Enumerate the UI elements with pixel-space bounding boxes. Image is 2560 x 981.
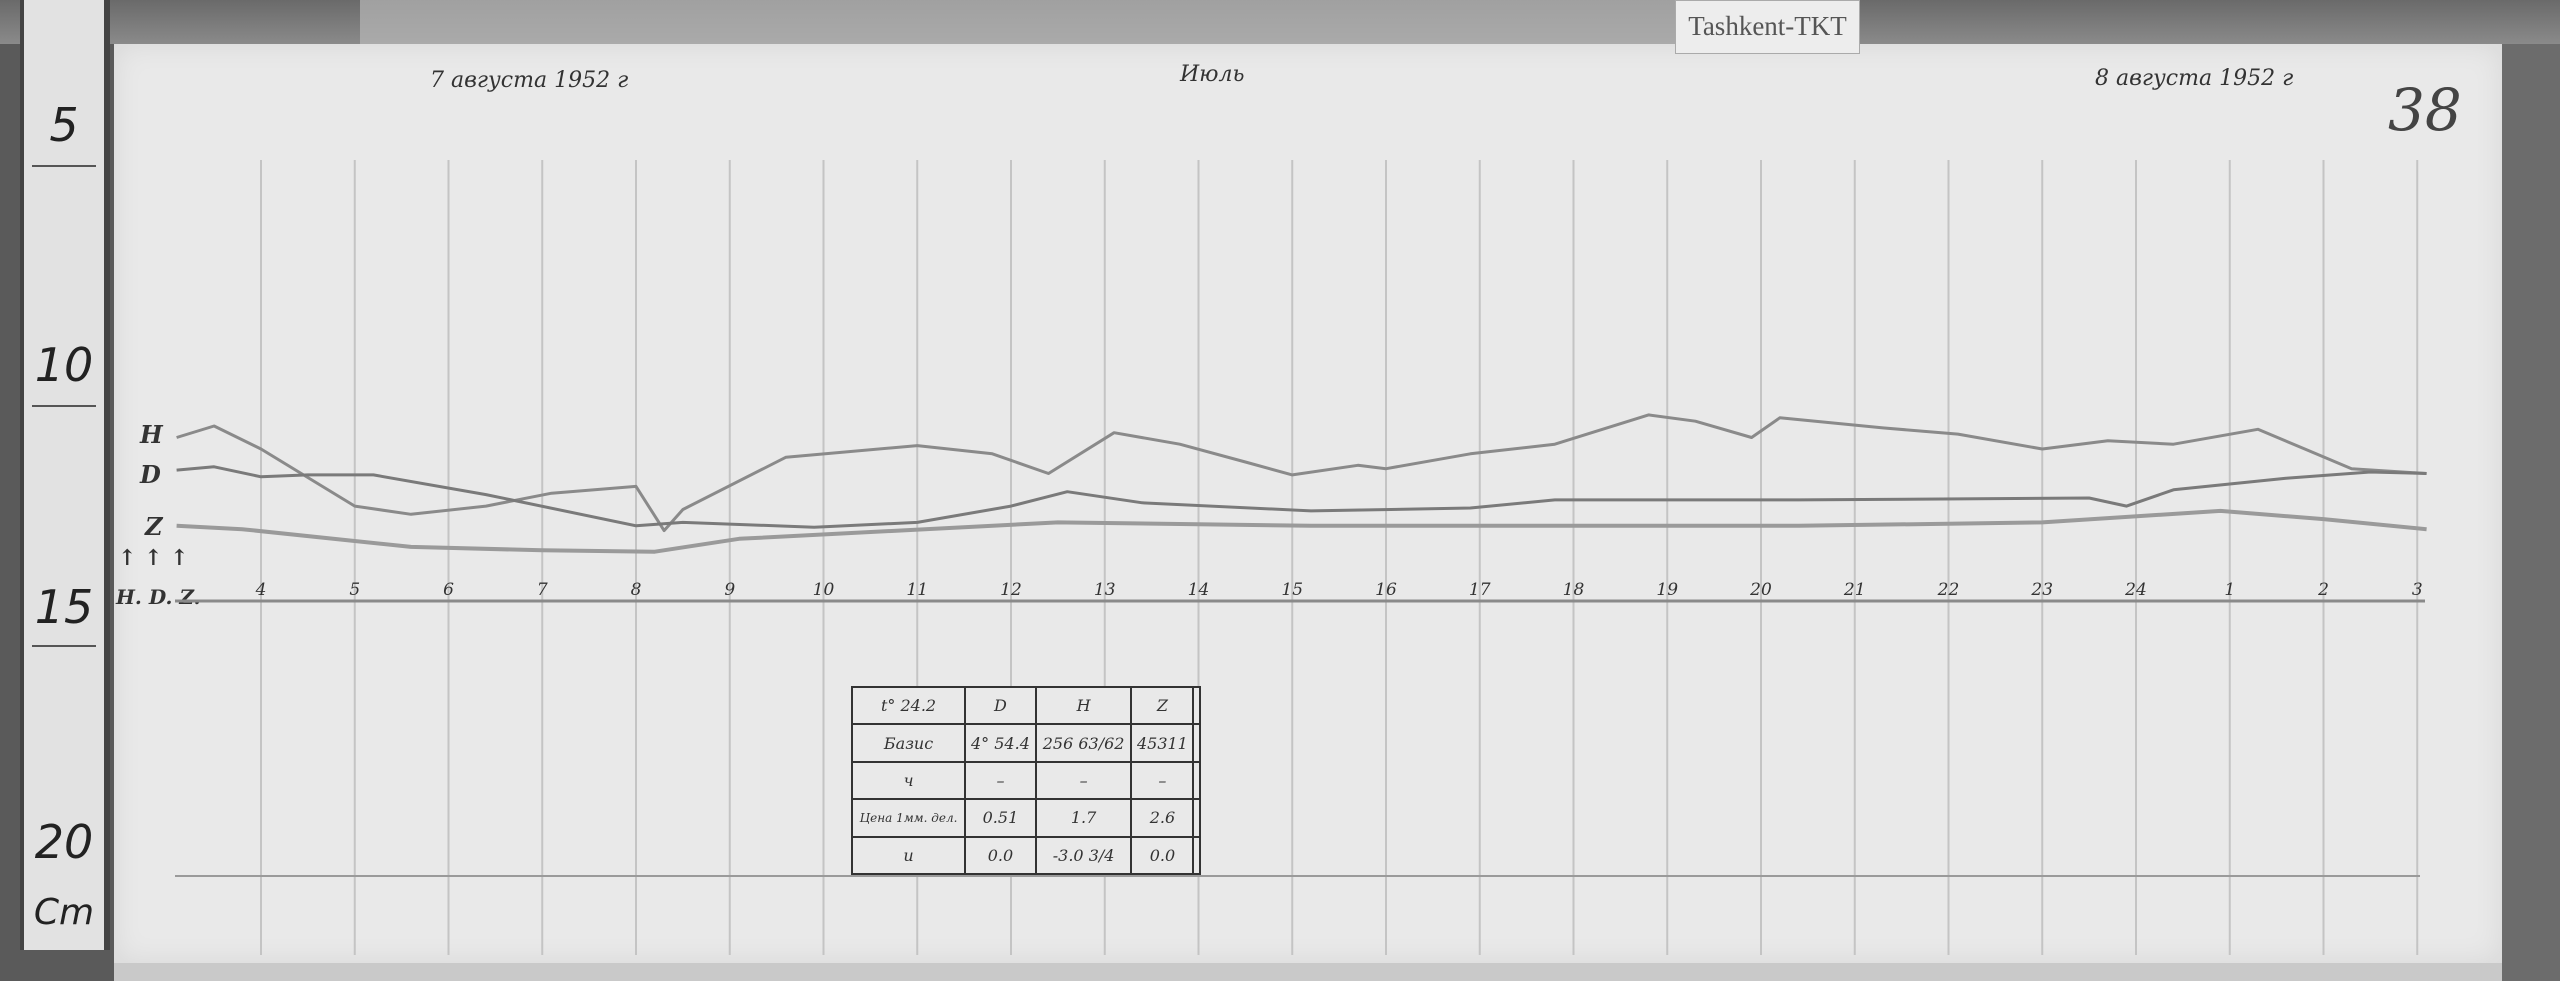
scanner-frame-bottom	[114, 963, 2502, 981]
trace-d	[176, 465, 2427, 529]
table-cell: –	[964, 760, 1037, 801]
station-label: Tashkent-TKT	[1675, 0, 1860, 54]
hour-tick-label: 21	[1843, 580, 1866, 600]
table-cell: 4° 54.4	[964, 723, 1037, 763]
table-cell	[1192, 798, 1201, 838]
ruler-tick	[32, 645, 96, 647]
hour-tick-label: 24	[2124, 580, 2147, 600]
ruler-tick	[32, 165, 96, 167]
table-cell: D	[964, 685, 1037, 726]
ruler-mark: 15	[34, 580, 94, 634]
baseline-arrows: ↑ ↑ ↑	[118, 545, 189, 571]
trace-h	[176, 413, 2427, 533]
cm-ruler: 5 10 15 20 Cm	[20, 0, 110, 950]
table-cell: t° 24.2	[850, 685, 967, 726]
table-cell: Z	[1130, 685, 1195, 726]
table-cell	[1192, 685, 1201, 726]
table-row: ч – – –	[850, 760, 1201, 801]
ruler-tick	[32, 405, 96, 407]
hour-tick-label: 22	[1937, 580, 1960, 600]
hour-tick-label: 16	[1375, 580, 1397, 600]
hour-tick-label: 19	[1656, 580, 1678, 600]
table-cell: H	[1034, 685, 1133, 726]
hour-tick-label: 8	[631, 580, 642, 600]
hour-tick-label: 11	[906, 580, 928, 600]
hour-tick-label: 17	[1469, 580, 1491, 600]
ruler-mark: 10	[34, 338, 94, 392]
table-cell: и	[850, 835, 967, 876]
hour-tick-label: 4	[255, 580, 267, 600]
hour-tick-label: 3	[2412, 580, 2423, 600]
hour-tick-label: 6	[443, 580, 454, 600]
center-note: Июль	[1180, 62, 1245, 87]
table-cell: –	[1034, 760, 1133, 801]
hour-tick-label: 5	[349, 580, 360, 600]
table-cell: 0.51	[964, 798, 1037, 838]
table-cell: -3.0 3/4	[1034, 835, 1133, 876]
table-cell: 2.6	[1130, 798, 1195, 838]
table-cell: Цена 1мм. дел.	[850, 798, 967, 838]
hour-tick-label: 1	[2224, 580, 2235, 600]
hour-tick-label: 15	[1281, 580, 1303, 600]
table-cell: 0.0	[1130, 835, 1195, 876]
hour-tick-label: 2	[2317, 580, 2329, 600]
hour-tick-label: 9	[724, 580, 735, 600]
hour-tick-label: 7	[537, 580, 548, 600]
hour-tick-label: 13	[1094, 580, 1116, 600]
magnetogram-sheet	[114, 44, 2502, 963]
table-row: Цена 1мм. дел. 0.51 1.7 2.6	[850, 798, 1201, 838]
trace-label-z: Z	[145, 512, 163, 541]
trace-label-h: H	[140, 420, 163, 449]
table-cell	[1192, 760, 1201, 801]
table-cell: Базис	[850, 723, 967, 763]
scanner-frame-right	[2502, 44, 2560, 981]
table-cell: ч	[850, 760, 967, 801]
hour-tick-label: 23	[2030, 580, 2053, 600]
table-row: Базис 4° 54.4 256 63/62 45311	[850, 723, 1201, 763]
table-row: и 0.0 -3.0 3/4 0.0	[850, 835, 1201, 876]
hour-tick-label: 18	[1563, 580, 1585, 600]
trace-label-d: D	[140, 460, 161, 489]
hour-tick-label: 20	[1749, 580, 1772, 600]
ruler-mark: 20	[34, 815, 94, 869]
table-cell: –	[1130, 760, 1195, 801]
table-cell	[1192, 723, 1201, 763]
ruler-mark: 5	[49, 98, 79, 152]
table-cell: 1.7	[1034, 798, 1133, 838]
table-cell	[1192, 835, 1201, 876]
date-left: 7 августа 1952 г	[430, 68, 629, 93]
base-values-table: t° 24.2 D H Z Базис 4° 54.4 256 63/62 45311 ч – – –…	[850, 685, 1201, 876]
baseline-labels: H. D. Z.	[116, 585, 201, 609]
hour-tick-label: 12	[1000, 580, 1022, 600]
table-cell: 0.0	[964, 835, 1037, 876]
hour-tick-label: 14	[1188, 580, 1210, 600]
trace-z	[176, 508, 2427, 554]
table-cell: 45311	[1130, 723, 1195, 763]
page-number: 38	[2388, 76, 2462, 144]
table-cell: 256 63/62	[1034, 723, 1133, 763]
hour-tick-label: 10	[813, 580, 835, 600]
ruler-unit: Cm	[33, 892, 95, 933]
date-right: 8 августа 1952 г	[2095, 66, 2294, 91]
table-row: t° 24.2 D H Z	[850, 685, 1201, 726]
